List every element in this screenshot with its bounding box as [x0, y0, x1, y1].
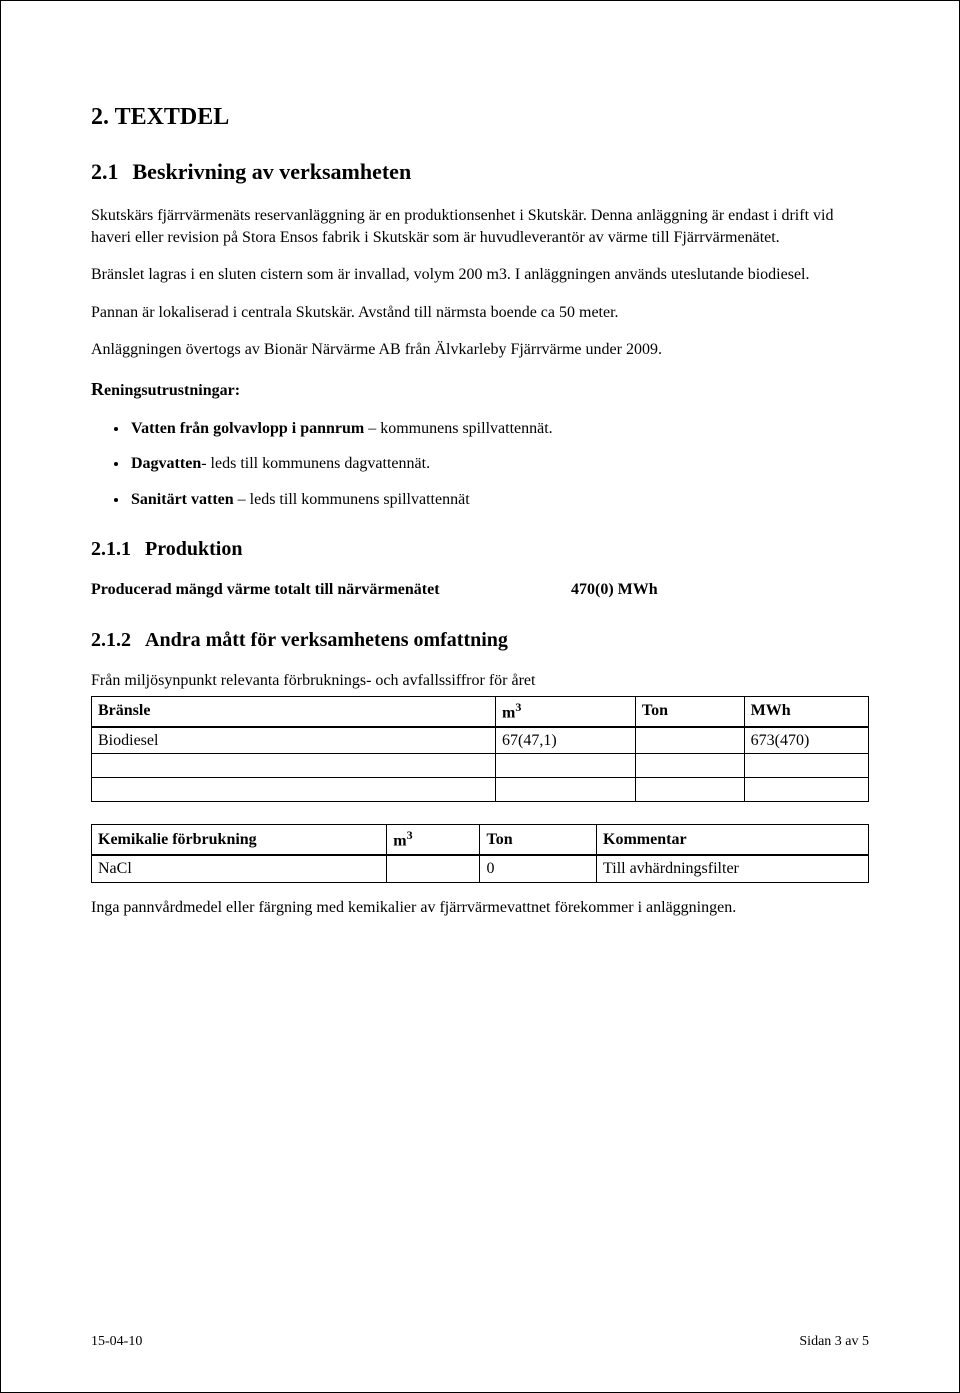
table-cell — [635, 727, 744, 754]
heading-2-1-1: 2.1.1 Produktion — [91, 536, 869, 563]
fuel-table: Bränsle m3 Ton MWh Biodiesel 67(47,1) 67… — [91, 696, 869, 803]
bullet-bold: Vatten från golvavlopp i pannrum — [131, 420, 364, 437]
heading-2-1: 2.1 Beskrivning av verksamheten — [91, 157, 869, 187]
list-item: Dagvatten- leds till kommunens dagvatten… — [129, 453, 869, 475]
heading-number: 2.1.2 — [91, 629, 131, 651]
table-cell — [92, 754, 496, 778]
table-header: Bränsle — [92, 696, 496, 726]
chem-table: Kemikalie förbrukning m3 Ton Kommentar N… — [91, 824, 869, 883]
heading-1: 2. TEXTDEL — [91, 101, 869, 133]
table-header: Kommentar — [597, 825, 869, 855]
table-row — [92, 754, 869, 778]
table-header: m3 — [496, 696, 636, 726]
table-row — [92, 778, 869, 802]
bullet-text: – kommunens spillvattennät. — [364, 420, 552, 437]
table-header-row: Bränsle m3 Ton MWh — [92, 696, 869, 726]
table-cell — [92, 778, 496, 802]
table-cell — [496, 778, 636, 802]
production-row: Producerad mängd värme totalt till närvä… — [91, 579, 869, 601]
list-item: Vatten från golvavlopp i pannrum – kommu… — [129, 418, 869, 440]
footer-date: 15-04-10 — [91, 1333, 142, 1352]
table-cell: 0 — [480, 855, 597, 882]
table-cell — [496, 754, 636, 778]
heading-number: 2.1 — [91, 159, 119, 184]
list-item: Sanitärt vatten – leds till kommunens sp… — [129, 489, 869, 511]
heading-text: Produktion — [145, 538, 242, 560]
production-value: 470(0) MWh — [571, 579, 658, 601]
heading-number: 2.1.1 — [91, 538, 131, 560]
table-header: Ton — [635, 696, 744, 726]
heading-2-1-2: 2.1.2 Andra mått för verksamhetens omfatt… — [91, 627, 869, 654]
paragraph: Bränslet lagras i en sluten cistern som … — [91, 264, 869, 286]
table-header: Ton — [480, 825, 597, 855]
table-cell: Biodiesel — [92, 727, 496, 754]
table-cell: NaCl — [92, 855, 387, 882]
table-cell — [744, 778, 868, 802]
table-cell: 67(47,1) — [496, 727, 636, 754]
bullet-list: Vatten från golvavlopp i pannrum – kommu… — [91, 418, 869, 511]
table-row: Biodiesel 67(47,1) 673(470) — [92, 727, 869, 754]
page: 2. TEXTDEL 2.1 Beskrivning av verksamhete… — [0, 0, 960, 1393]
table-cell — [387, 855, 480, 882]
paragraph: Skutskärs fjärrvärmenäts reservanläggnin… — [91, 205, 869, 248]
renings-label: Reningsutrustningar: — [91, 377, 869, 402]
bullet-bold: Dagvatten — [131, 455, 201, 472]
footer: 15-04-10 Sidan 3 av 5 — [91, 1333, 869, 1352]
renings-prefix: R — [91, 379, 104, 399]
table-cell — [635, 754, 744, 778]
closing-note: Inga pannvårdmedel eller färgning med ke… — [91, 897, 869, 919]
table-header: m3 — [387, 825, 480, 855]
production-label: Producerad mängd värme totalt till närvä… — [91, 579, 571, 601]
table-header: MWh — [744, 696, 868, 726]
heading-text: Andra mått för verksamhetens omfattning — [145, 629, 508, 651]
table-cell — [635, 778, 744, 802]
renings-suffix: eningsutrustningar: — [104, 382, 240, 399]
table-cell: 673(470) — [744, 727, 868, 754]
table-intro: Från miljösynpunkt relevanta förbrukning… — [91, 670, 869, 692]
heading-text: Beskrivning av verksamheten — [133, 159, 412, 184]
paragraph: Pannan är lokaliserad i centrala Skutskä… — [91, 302, 869, 324]
paragraph: Anläggningen övertogs av Bionär Närvärme… — [91, 339, 869, 361]
table-cell — [744, 754, 868, 778]
bullet-text: – leds till kommunens spillvattennät — [234, 491, 470, 508]
table-header: Kemikalie förbrukning — [92, 825, 387, 855]
bullet-text: - leds till kommunens dagvattennät. — [201, 455, 430, 472]
table-cell: Till avhärdningsfilter — [597, 855, 869, 882]
table-header-row: Kemikalie förbrukning m3 Ton Kommentar — [92, 825, 869, 855]
footer-page: Sidan 3 av 5 — [799, 1333, 869, 1352]
bullet-bold: Sanitärt vatten — [131, 491, 234, 508]
table-row: NaCl 0 Till avhärdningsfilter — [92, 855, 869, 882]
